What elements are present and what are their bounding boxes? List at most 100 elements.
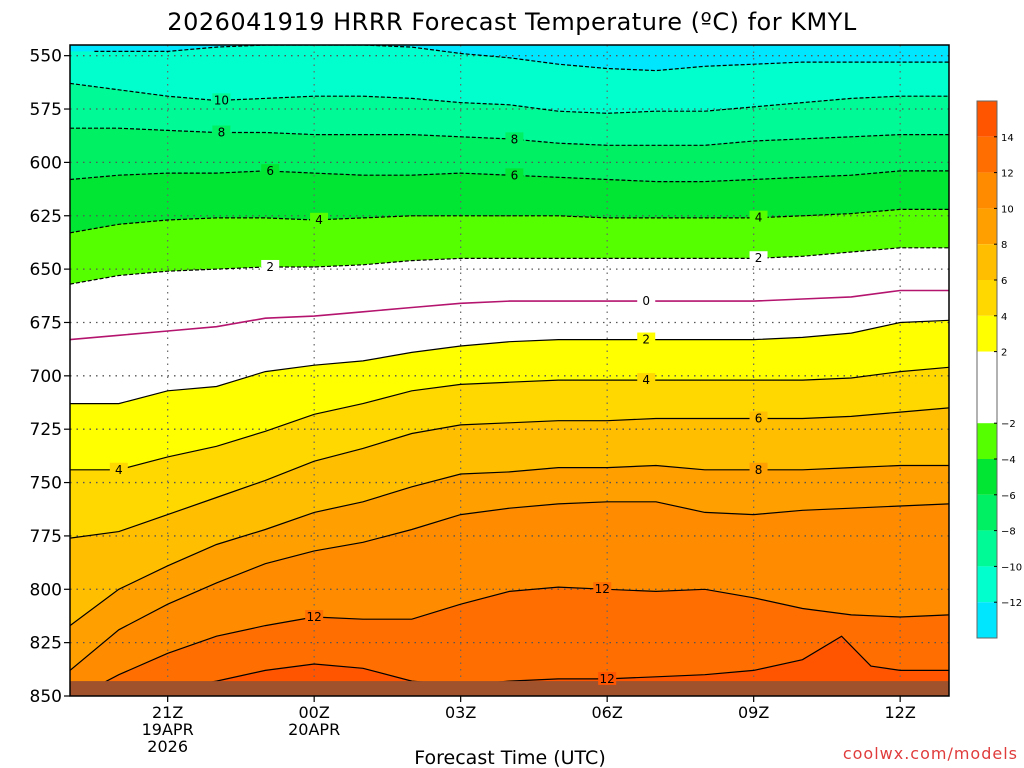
isotherm-label: 6 (755, 412, 763, 426)
isotherm-label-bg (749, 411, 768, 425)
colorbar-band (977, 244, 997, 280)
isotherm-label-bg (749, 251, 768, 265)
colorbar-band (977, 602, 997, 638)
isotherm-10 (70, 501, 949, 671)
colorbar-band (977, 423, 997, 459)
isotherm-label-bg (305, 610, 324, 624)
isotherm-label-bg (593, 582, 612, 596)
isotherm-label: 2 (642, 333, 650, 347)
x-tick-label: 09Z (738, 703, 769, 722)
isotherm-12 (76, 586, 949, 696)
plot-frame (69, 44, 950, 697)
x-tick-label: 03Z (445, 703, 476, 722)
y-tick-label: 550 (30, 47, 62, 67)
isotherm-labels: 10 8 8 6 6 4 4 2 2 0 2 4 4 6 8 12 12 12 (109, 93, 768, 686)
colorbar-frame (976, 100, 998, 639)
ground-surface (70, 681, 949, 696)
isotherm-label: 12 (595, 582, 610, 596)
isotherm-label: 10 (214, 93, 229, 107)
isotherm-label: 8 (511, 132, 519, 146)
isotherm-label: 4 (755, 211, 763, 225)
colorbar-tick-label: 12 (1001, 169, 1014, 180)
x-tick-label: 19APR (142, 720, 194, 739)
isotherm-label: 4 (642, 373, 650, 387)
colorbar-tick-label: −2 (1001, 419, 1016, 430)
isotherm-label-bg (749, 462, 768, 476)
isotherm-label-bg (261, 259, 280, 273)
plot-area: 10 8 8 6 6 4 4 2 2 0 2 4 4 6 8 12 12 12 (70, 45, 949, 696)
colorbar-band (977, 530, 997, 567)
isotherm-label-bg (212, 125, 231, 139)
isotherm-label: 2 (266, 260, 274, 274)
isotherm-label: 12 (600, 672, 615, 686)
isotherm-label-bg (637, 332, 656, 346)
isotherm-label: 6 (266, 164, 274, 178)
colorbar-band (977, 280, 997, 316)
colorbar-band (977, 315, 997, 352)
colorbar-tick-label: 14 (1001, 133, 1014, 144)
colorbar-tick-label: 8 (1001, 240, 1007, 251)
y-tick-label: 725 (30, 420, 62, 440)
colorbar-band (977, 136, 997, 173)
x-tick-label: 06Z (592, 703, 623, 722)
isotherm-label-bg (212, 93, 231, 107)
isotherm-4 (70, 366, 949, 471)
colorbar-band (977, 208, 997, 245)
isotherm-label: 0 (642, 294, 650, 308)
y-tick-label: 775 (30, 527, 62, 547)
y-tick-label: 575 (30, 100, 62, 120)
isotherm-label-bg (505, 132, 524, 146)
colorbar-tick-label: 6 (1001, 276, 1007, 287)
colorbar-tick-label: 2 (1001, 348, 1007, 359)
y-tick-label: 625 (30, 207, 62, 227)
colorbar-band (977, 351, 997, 424)
isotherm--4 (70, 208, 949, 234)
isotherm-label-bg (109, 462, 128, 476)
colorbar: 14 12 10 8 6 4 2 −2 −4 −6 −8 −10 −12 (976, 100, 1022, 639)
y-tick-label: 700 (30, 367, 62, 387)
isotherm-label-bg (261, 164, 280, 178)
isotherm--2 (70, 247, 949, 285)
isotherm-label: 4 (315, 213, 323, 227)
x-tick-label: 20APR (288, 720, 340, 739)
isotherm-label-bg (505, 168, 524, 182)
isotherm-label: 12 (307, 610, 322, 624)
isotherm-label-bg (749, 210, 768, 224)
y-tick-label: 750 (30, 474, 62, 494)
isotherm-14 (135, 635, 949, 696)
colorbar-tick-label: 10 (1001, 204, 1014, 215)
isotherm-6 (70, 407, 949, 539)
colorbar-band (977, 494, 997, 531)
colorbar-tick-label: −6 (1001, 491, 1016, 502)
colorbar-band (977, 459, 997, 495)
y-tick-label: 825 (30, 634, 62, 654)
isotherm-label: 8 (218, 126, 226, 140)
x-tick-label: 21Z (152, 703, 183, 722)
colorbar-tick-label: −10 (1001, 562, 1022, 573)
isotherm-label-bg (637, 373, 656, 387)
credit-text: coolwx.com/models (843, 744, 1018, 763)
isotherm-label-bg (637, 294, 656, 308)
x-axis-label: Forecast Time (UTC) (414, 747, 605, 768)
colorbar-tick-label: −8 (1001, 527, 1016, 538)
x-tick-label: 12Z (885, 703, 916, 722)
colorbar-tick-label: 4 (1001, 312, 1007, 323)
isotherm-label: 4 (115, 463, 123, 477)
isotherm-label-bg (310, 212, 329, 226)
isotherm-0 (70, 289, 949, 341)
temperature-fill-bands (70, 45, 949, 696)
colorbar-tick-label: −12 (1001, 598, 1022, 609)
colorbar-band (977, 172, 997, 209)
grid-lines (70, 45, 949, 696)
isotherm-label: 8 (755, 463, 763, 477)
isotherm-8 (70, 464, 949, 627)
isotherm-label-bg (598, 671, 617, 685)
x-tick-label: 00Z (299, 703, 330, 722)
colorbar-band (977, 566, 997, 603)
colorbar-tick-label: −4 (1001, 455, 1016, 466)
chart-title: 2026041919 HRRR Forecast Temperature (ºC… (167, 8, 857, 36)
y-tick-label: 675 (30, 313, 62, 333)
isotherm-label: 6 (511, 168, 519, 182)
